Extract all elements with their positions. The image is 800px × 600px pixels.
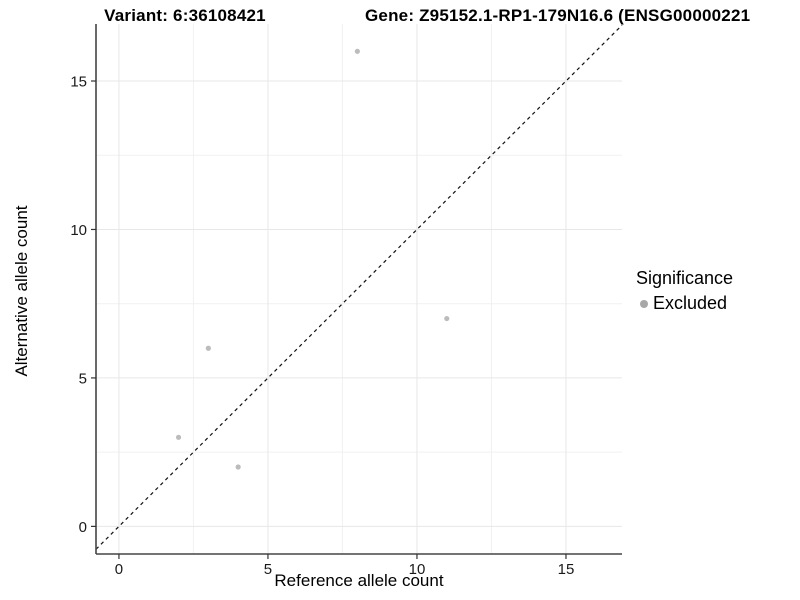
legend: Significance Excluded	[636, 268, 733, 314]
x-tick-label: 5	[264, 561, 272, 578]
plot-title-gene: Gene: Z95152.1-RP1-179N16.6 (ENSG0000022…	[365, 6, 751, 25]
legend-item-label: Excluded	[653, 293, 728, 313]
x-tick-label: 10	[409, 561, 426, 578]
data-point	[354, 48, 360, 54]
legend-item-excluded: Excluded	[640, 293, 733, 314]
y-axis-title: Alternative allele count	[12, 205, 31, 377]
x-axis-title: Reference allele count	[274, 571, 444, 590]
data-point	[235, 464, 241, 470]
plot-title-variant: Variant: 6:36108421	[104, 6, 266, 25]
y-tick-label: 10	[70, 222, 87, 239]
legend-point-icon	[640, 299, 648, 308]
x-tick-label: 0	[115, 561, 123, 578]
legend-title: Significance	[636, 268, 734, 288]
y-tick-label: 0	[79, 519, 87, 536]
data-point	[175, 434, 182, 440]
y-tick-label: 15	[70, 74, 87, 91]
x-tick-label: 15	[558, 561, 575, 578]
data-point	[205, 345, 211, 351]
y-tick-label: 5	[79, 370, 87, 387]
data-point	[444, 315, 450, 322]
identity-line	[95, 24, 623, 550]
